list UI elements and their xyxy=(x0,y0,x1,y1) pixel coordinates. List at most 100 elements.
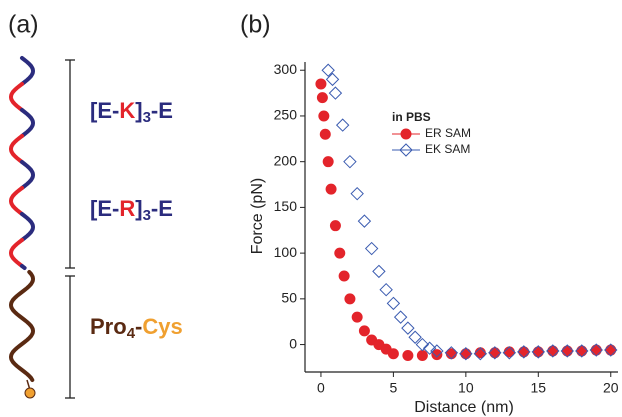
text: K xyxy=(119,98,135,123)
data-point xyxy=(401,321,415,335)
legend-title: in PBS xyxy=(392,110,431,124)
data-point xyxy=(335,118,350,132)
plot: 0 50 100 150 200 250 300 0 5 10 15 20 in PBS ER SAM EK… xyxy=(274,61,619,396)
data-point xyxy=(319,128,331,140)
x-axis-label: Distance (nm) xyxy=(414,399,514,416)
data-point xyxy=(393,310,408,324)
legend-label: EK SAM xyxy=(425,142,470,156)
data-point xyxy=(546,344,560,358)
data-point xyxy=(386,296,401,311)
y-tick-label: 200 xyxy=(274,152,298,168)
data-point xyxy=(325,72,340,87)
data-point xyxy=(415,337,430,352)
legend-label: ER SAM xyxy=(425,126,471,140)
data-point xyxy=(321,63,335,77)
data-point xyxy=(473,347,488,361)
y-axis-label: Force (pN) xyxy=(249,178,266,254)
helix-segment xyxy=(8,238,24,268)
text: [ xyxy=(90,98,98,123)
text: - xyxy=(112,98,119,123)
data-point xyxy=(532,346,544,358)
data-point xyxy=(575,344,589,358)
data-point xyxy=(338,270,350,282)
panel-label: (b) xyxy=(240,11,271,39)
helix-segment xyxy=(8,134,24,164)
helix-segment xyxy=(8,270,36,382)
legend: in PBS ER SAM EK SAM xyxy=(385,106,485,164)
y-tick-label: 0 xyxy=(289,335,297,351)
helix-segment xyxy=(8,82,24,112)
data-point xyxy=(547,345,559,357)
panel-label: (a) xyxy=(8,11,39,39)
peptide-label: [E-K]3-E xyxy=(90,98,173,126)
text: E xyxy=(97,196,112,221)
text: E xyxy=(158,196,173,221)
data-point xyxy=(351,311,363,323)
data-point xyxy=(416,350,428,362)
helix-segment xyxy=(8,186,24,216)
data-point xyxy=(315,78,327,90)
data-point xyxy=(430,344,444,358)
text: R xyxy=(119,196,135,221)
text: ] xyxy=(135,98,142,123)
peptide-label: [E-R]3-E xyxy=(90,196,173,224)
text: - xyxy=(151,196,158,221)
helix-segment xyxy=(20,108,36,138)
data-point xyxy=(604,343,618,357)
peptide-label: Pro4-Cys xyxy=(90,314,183,342)
data-point xyxy=(387,348,399,360)
text: - xyxy=(112,196,119,221)
data-point xyxy=(561,345,573,357)
cys-bead xyxy=(24,387,36,399)
data-point xyxy=(517,345,531,359)
data-point xyxy=(576,345,588,357)
y-tick-label: 150 xyxy=(274,198,298,214)
data-point xyxy=(318,110,330,122)
bracket xyxy=(65,59,75,399)
y-tick-label: 250 xyxy=(274,107,298,123)
data-point xyxy=(589,343,603,357)
legend-marker xyxy=(400,128,412,140)
x-tick-label: 0 xyxy=(317,380,325,396)
text: Cys xyxy=(142,314,182,339)
data-point xyxy=(316,92,328,104)
text: 3 xyxy=(143,109,151,126)
data-point xyxy=(322,156,334,168)
helix-segment xyxy=(20,160,36,190)
data-point xyxy=(518,346,530,358)
text: 3 xyxy=(143,207,151,224)
data-point xyxy=(328,86,343,100)
data-point xyxy=(408,330,422,344)
data-point xyxy=(590,344,602,356)
helix-segment xyxy=(20,56,36,86)
data-point xyxy=(379,282,393,297)
y-tick-label: 50 xyxy=(281,290,297,306)
data-point xyxy=(531,345,546,359)
data-point xyxy=(422,341,437,355)
y-tick-label: 100 xyxy=(274,244,298,260)
data-point xyxy=(334,247,346,259)
data-point xyxy=(488,346,502,360)
text: E xyxy=(158,98,173,123)
data-point xyxy=(460,348,472,360)
data-point xyxy=(502,346,517,360)
text: - xyxy=(135,314,142,339)
text: E xyxy=(97,98,112,123)
x-tick-label: 5 xyxy=(389,380,397,396)
text: - xyxy=(151,98,158,123)
legend-marker xyxy=(399,143,413,157)
text: [ xyxy=(90,196,98,221)
data-point xyxy=(343,154,357,169)
data-point xyxy=(489,347,501,359)
x-tick-label: 10 xyxy=(458,380,474,396)
data-point xyxy=(358,325,370,337)
x-tick-label: 15 xyxy=(531,380,547,396)
data-point xyxy=(329,220,341,232)
data-point xyxy=(605,344,617,356)
data-point xyxy=(325,183,337,195)
text: Pro xyxy=(90,314,127,339)
data-point xyxy=(372,264,386,279)
data-point xyxy=(459,347,473,361)
data-point xyxy=(431,349,443,361)
text: ] xyxy=(135,196,142,221)
